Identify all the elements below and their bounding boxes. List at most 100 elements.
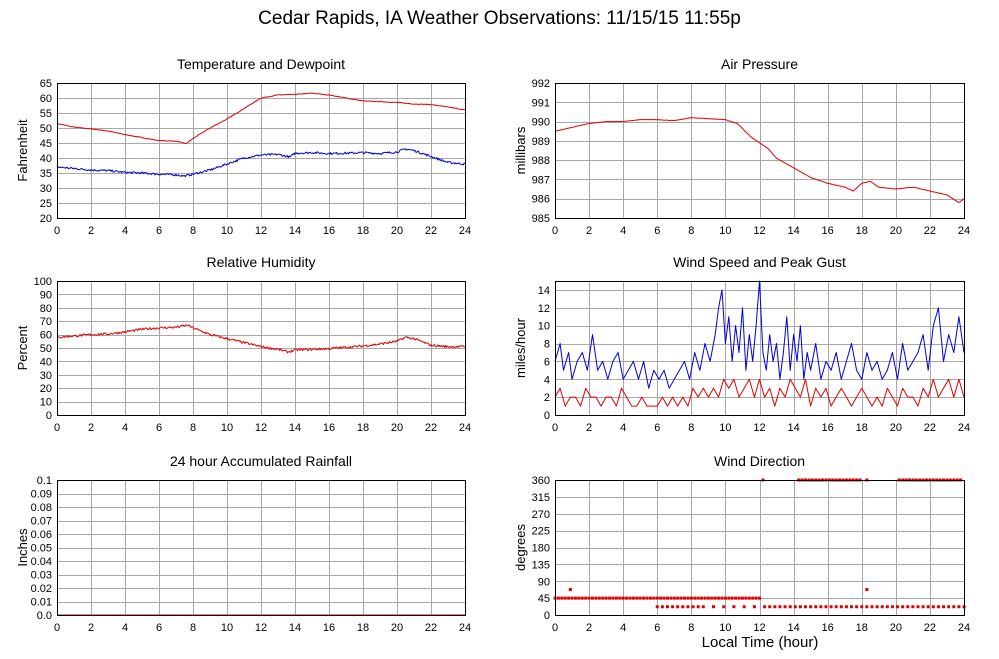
chart-winddir-y-tick-label: 180	[532, 543, 550, 555]
chart-rh-y-tick-label: 20	[40, 383, 52, 395]
chart-winddir-point	[921, 605, 925, 609]
chart-winddir-point	[686, 605, 690, 609]
chart-winddir-point	[638, 596, 642, 600]
chart-winddir-x-tick-label: 14	[787, 622, 799, 634]
chart-winddir-x-tick-label: 20	[890, 622, 902, 634]
chart-winddir-point	[706, 596, 710, 600]
chart-winddir-point	[814, 605, 818, 609]
chart-winddir-point	[631, 596, 635, 600]
chart-rh-y-label: Percent	[15, 325, 30, 370]
chart-wind-x-tick-label: 4	[620, 422, 626, 434]
chart-winddir-point	[660, 605, 664, 609]
chart-temp-y-tick-label: 65	[40, 78, 52, 90]
chart-wind-title: Wind Speed and Peak Gust	[673, 254, 846, 270]
chart-pressure-y-tick-label: 985	[532, 213, 550, 225]
chart-pressure-y-tick-label: 988	[532, 155, 550, 167]
chart-winddir-x-tick-label: 22	[924, 622, 936, 634]
chart-rh-x-tick-label: 8	[190, 422, 196, 434]
chart-winddir-point	[560, 596, 564, 600]
chart-rain-x-tick-label: 16	[323, 622, 335, 634]
chart-winddir-x-tick-label: 4	[620, 622, 626, 634]
chart-winddir-point	[722, 605, 726, 609]
chart-pressure-x-tick-label: 4	[620, 225, 626, 237]
chart-rh-x-tick-label: 16	[323, 422, 335, 434]
chart-wind-y-tick-label: 0	[544, 410, 550, 422]
chart-winddir-x-tick-label: 2	[586, 622, 592, 634]
chart-winddir-point	[614, 596, 618, 600]
chart-winddir-x-tick-label: 18	[856, 622, 868, 634]
chart-winddir-point	[711, 605, 715, 609]
chart-wind-y-tick-label: 12	[538, 303, 550, 315]
page-title: Cedar Rapids, IA Weather Observations: 1…	[258, 8, 741, 29]
chart-pressure-x-tick-label: 14	[787, 225, 799, 237]
chart-winddir-point	[587, 596, 591, 600]
chart-rain-x-tick-label: 0	[54, 622, 60, 634]
chart-winddir-point	[763, 605, 767, 609]
chart-winddir-point	[751, 596, 755, 600]
chart-temp-series-1-line	[56, 148, 466, 178]
chart-winddir-x-tick-label: 8	[688, 622, 694, 634]
chart-winddir-point	[645, 596, 649, 600]
chart-rh-x-tick-label: 12	[255, 422, 267, 434]
chart-winddir-point	[778, 605, 782, 609]
chart-winddir-point	[635, 596, 639, 600]
chart-winddir-point	[655, 605, 659, 609]
chart-temp-x-tick-label: 2	[88, 225, 94, 237]
chart-temp-x-tick-label: 12	[255, 225, 267, 237]
chart-winddir-point	[662, 596, 666, 600]
chart-winddir-point	[809, 605, 813, 609]
chart-winddir-point	[734, 596, 738, 600]
chart-wind-y-tick-label: 6	[544, 356, 550, 368]
chart-winddir-point	[621, 596, 625, 600]
chart-winddir-point	[804, 605, 808, 609]
chart-temp-plot-frame	[57, 83, 466, 219]
chart-winddir-point	[942, 605, 946, 609]
chart-pressure-x-tick-label: 8	[688, 225, 694, 237]
chart-winddir-point	[911, 605, 915, 609]
chart-wind-plot-frame	[555, 281, 965, 416]
chart-winddir-x-tick-label: 12	[753, 622, 765, 634]
chart-rh-x-tick-label: 6	[156, 422, 162, 434]
chart-rain-y-tick-label: 0.01	[31, 597, 52, 609]
chart-winddir-point	[652, 596, 656, 600]
chart-winddir-point	[691, 605, 695, 609]
chart-winddir-point	[727, 596, 731, 600]
chart-rain-x-tick-label: 4	[122, 622, 128, 634]
chart-winddir-point	[556, 596, 560, 600]
chart-rain-x-tick-label: 20	[391, 622, 403, 634]
chart-winddir-point	[665, 605, 669, 609]
chart-pressure-y-tick-label: 990	[532, 117, 550, 129]
chart-winddir-point	[844, 605, 848, 609]
chart-winddir-x-tick-label: 16	[822, 622, 834, 634]
chart-temp-y-tick-label: 35	[40, 168, 52, 180]
chart-winddir-point	[885, 605, 889, 609]
chart-temp-y-tick-label: 50	[40, 123, 52, 135]
chart-winddir-point	[604, 596, 608, 600]
chart-rh-y-tick-label: 60	[40, 330, 52, 342]
chart-winddir-point	[916, 605, 920, 609]
chart-winddir-point	[773, 605, 777, 609]
chart-winddir-point	[580, 596, 584, 600]
chart-winddir-point	[590, 596, 594, 600]
chart-pressure-x-tick-label: 20	[890, 225, 902, 237]
chart-rain-y-tick-label: 0.02	[31, 583, 52, 595]
chart-rh-x-tick-label: 10	[221, 422, 233, 434]
chart-rain-y-tick-label: 0.0	[37, 610, 52, 622]
chart-wind-series-1-line	[554, 378, 965, 407]
chart-winddir-point	[834, 605, 838, 609]
chart-winddir-point	[865, 605, 869, 609]
chart-pressure-x-tick-label: 0	[552, 225, 558, 237]
chart-rh-y-tick-label: 80	[40, 303, 52, 315]
chart-winddir-x-tick-label: 24	[958, 622, 970, 634]
chart-winddir-point	[747, 596, 751, 600]
chart-winddir-point	[676, 596, 680, 600]
chart-winddir-point	[686, 596, 690, 600]
chart-wind-y-tick-label: 10	[538, 321, 550, 333]
chart-winddir-point	[573, 596, 577, 600]
chart-temp-x-tick-label: 24	[459, 225, 471, 237]
chart-wind-x-tick-label: 0	[552, 422, 558, 434]
chart-wind-x-tick-label: 2	[586, 422, 592, 434]
